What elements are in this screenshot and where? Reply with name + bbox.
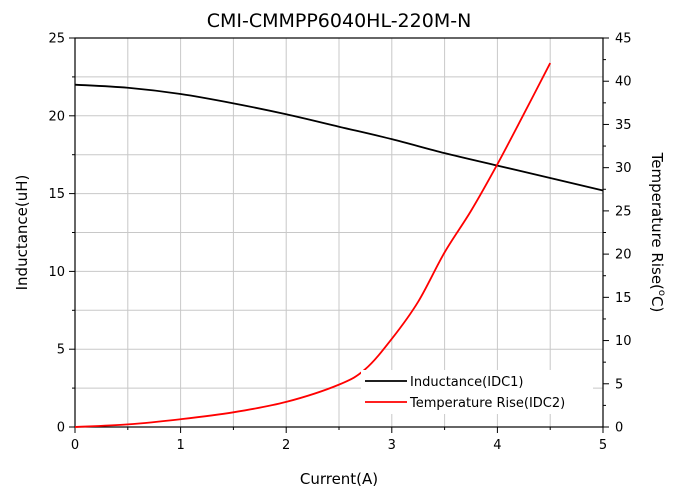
- y-right-tick-label: 0: [615, 421, 623, 436]
- y-left-tick-label: 0: [57, 421, 65, 436]
- x-tick-label: 5: [599, 438, 607, 453]
- y-right-tick-label: 5: [615, 377, 623, 392]
- y-right-tick-label: 30: [615, 161, 632, 176]
- y-left-tick-label: 10: [48, 265, 65, 280]
- y-left-tick-label: 25: [48, 32, 65, 47]
- y-right-tick-label: 40: [615, 75, 632, 90]
- y-right-tick-label: 10: [615, 334, 632, 349]
- y-left-tick-label: 5: [57, 343, 65, 358]
- series-layer: [74, 62, 604, 428]
- y-left-tick-label: 15: [48, 187, 65, 202]
- y-axis-right-title-main: Temperature Rise(: [648, 152, 666, 290]
- y-left-tick-label: 20: [48, 109, 65, 124]
- chart-title: CMI-CMMPP6040HL-220M-N: [207, 10, 472, 32]
- series-inductance-line: [74, 83, 604, 192]
- grid: [75, 38, 603, 427]
- y-right-tick-label: 15: [615, 291, 632, 306]
- x-axis-title: Current(A): [300, 470, 378, 488]
- y-right-tick-label: 35: [615, 118, 632, 133]
- y-axis-left-title: Inductance(uH): [13, 175, 31, 291]
- x-tick-label: 2: [282, 438, 290, 453]
- legend-label-temperature-rise: Temperature Rise(IDC2): [409, 396, 565, 411]
- y-right-tick-label: 45: [615, 32, 632, 47]
- legend: Inductance(IDC1) Temperature Rise(IDC2): [361, 370, 593, 414]
- x-tick-label: 0: [71, 438, 79, 453]
- legend-box: [361, 370, 593, 414]
- y-right-tick-label: 25: [615, 204, 632, 219]
- y-axis-right-title: Temperature Rise(oC): [648, 152, 667, 313]
- series-temperature-rise-line: [74, 62, 551, 428]
- x-tick-label: 1: [176, 438, 184, 453]
- legend-label-inductance: Inductance(IDC1): [410, 375, 524, 390]
- x-tick-label: 3: [388, 438, 396, 453]
- y-axis-right-title-degree: o: [656, 290, 667, 296]
- x-tick-label: 4: [493, 438, 501, 453]
- y-axis-right-title-unit: C): [648, 296, 666, 312]
- y-right-tick-label: 20: [615, 248, 632, 263]
